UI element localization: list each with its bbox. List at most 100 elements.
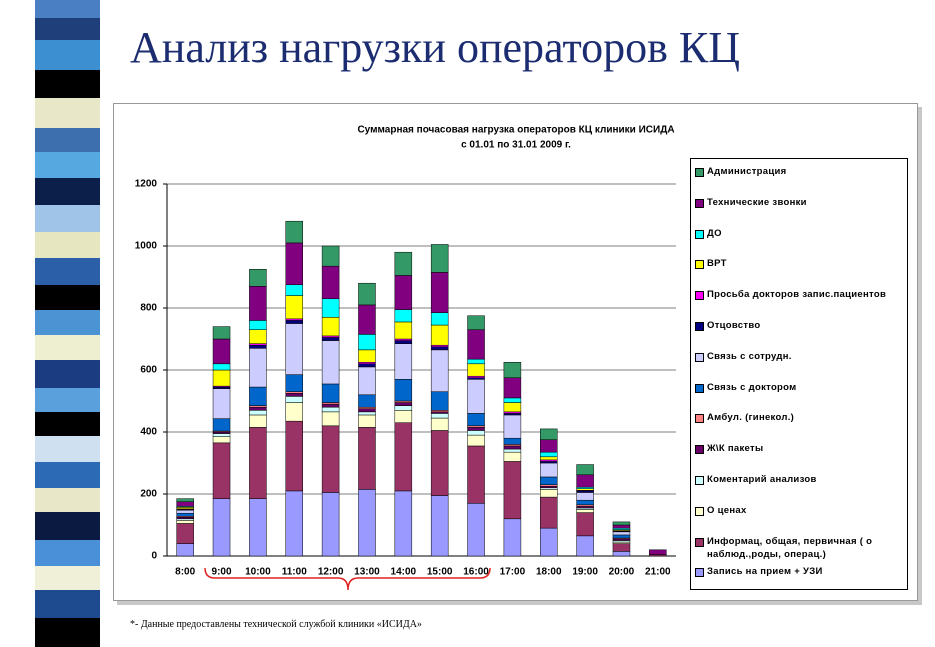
bar-segment — [503, 397, 522, 403]
bar-segment — [321, 317, 340, 337]
bar-segment — [358, 334, 376, 351]
bar-segment — [467, 434, 485, 447]
legend-swatch — [695, 198, 704, 208]
bar-segment — [503, 445, 522, 450]
bar-segment — [467, 315, 485, 330]
legend-label: Отцовство — [707, 320, 761, 331]
bar-segment — [576, 509, 594, 513]
legend-item: О ценах — [695, 504, 903, 517]
legend-swatch — [695, 168, 704, 177]
bar-segment — [249, 329, 267, 344]
y-tick-label: 200 — [140, 489, 157, 500]
bar-segment — [358, 282, 376, 306]
bar-segment — [467, 363, 485, 377]
bar-segment — [540, 439, 558, 453]
legend-swatch — [695, 414, 704, 424]
bar-segment — [394, 343, 413, 380]
x-tick-label: 17:00 — [500, 567, 526, 578]
bar-segment — [430, 346, 449, 351]
y-tick-label: 1200 — [135, 179, 158, 190]
bar-segment — [249, 344, 267, 349]
bar-segment — [285, 323, 303, 375]
bar-segment — [249, 348, 267, 388]
bar-segment — [249, 427, 267, 499]
bar-segment — [321, 245, 340, 267]
legend-label: Информац, общая, первичная ( о наблюд.,р… — [707, 535, 873, 560]
bar-segment — [467, 379, 485, 414]
bar-segment — [394, 379, 413, 402]
bar-segment — [430, 495, 449, 557]
x-tick-label: 16:00 — [463, 567, 489, 578]
legend-label: Связь с доктором — [707, 381, 797, 393]
legend-label: Амбул. (гинекол.) — [707, 412, 795, 424]
bar-segment — [612, 521, 631, 526]
bar-segment — [176, 509, 194, 514]
legend-label: О ценах — [707, 504, 747, 516]
bar-segment — [285, 490, 303, 557]
bar-segment — [358, 427, 376, 490]
y-tick-label: 0 — [151, 551, 157, 562]
bar-segment — [249, 269, 267, 287]
bar-segment — [212, 418, 231, 432]
bar-segment — [358, 363, 376, 368]
x-tick-label: 18:00 — [536, 567, 562, 578]
bar-segment — [285, 402, 303, 422]
bar-segment — [249, 406, 267, 411]
legend-item: Администрация — [695, 165, 903, 178]
legend-label: Ж\К пакеты — [707, 443, 764, 455]
x-tick-label: 15:00 — [427, 567, 453, 578]
legend-item: Запись на прием + УЗИ — [695, 565, 903, 578]
bar-segment — [358, 408, 376, 413]
bar-segment — [176, 543, 194, 557]
bar-segment — [212, 433, 231, 437]
bar-segment — [358, 411, 376, 416]
legend-item: Отцовство — [695, 319, 903, 332]
legend-label: ВРТ — [707, 258, 727, 270]
bar-segment — [394, 275, 413, 310]
bar-segment — [430, 417, 449, 431]
bar-segment — [321, 340, 340, 385]
legend-item: Связь с сотрудн. — [695, 350, 903, 363]
y-tick-label: 1000 — [135, 241, 158, 252]
bar-segment — [358, 414, 376, 428]
bar-segment — [576, 512, 594, 537]
legend: Администрация Технические звонки ДО ВРТ Прос… — [690, 158, 908, 590]
x-tick-label: 20:00 — [609, 567, 635, 578]
bar-segment — [540, 489, 558, 498]
bar-segment — [503, 362, 522, 378]
bar-segment — [394, 321, 413, 340]
legend-item: Связь с доктором — [695, 381, 903, 394]
bar-segment — [285, 220, 303, 244]
legend-swatch — [695, 260, 704, 270]
legend-swatch — [695, 383, 704, 393]
footnote: *- Данные предоставлены технической служ… — [130, 619, 422, 630]
x-tick-label: 14:00 — [391, 567, 417, 578]
bar-segment — [249, 320, 267, 330]
bar-segment — [394, 402, 413, 406]
bar-segment — [612, 531, 631, 536]
bar-segment — [176, 498, 194, 502]
legend-label: Связь с сотрудн. — [707, 350, 792, 362]
bar-segment — [321, 383, 340, 403]
bar-segment — [176, 512, 194, 517]
bar-segment — [503, 437, 522, 445]
range-brace — [204, 567, 491, 591]
bar-segment — [503, 518, 522, 557]
legend-label: Технические звонки — [707, 196, 807, 208]
bar-segment — [503, 461, 522, 520]
bar-segment — [467, 430, 485, 436]
bar-segment — [503, 377, 522, 399]
bar-segment — [467, 358, 485, 365]
bar-segment — [540, 496, 558, 529]
bar-segment — [394, 251, 413, 276]
bar-segment — [285, 393, 303, 397]
bar-segment — [249, 498, 267, 557]
bar-segment — [212, 363, 231, 371]
bar-segment — [394, 410, 413, 423]
bar-segment — [540, 462, 558, 478]
legend-swatch — [695, 506, 704, 516]
bar-segment — [503, 448, 522, 453]
bar-segment — [321, 492, 340, 557]
bar-segment — [612, 534, 631, 539]
